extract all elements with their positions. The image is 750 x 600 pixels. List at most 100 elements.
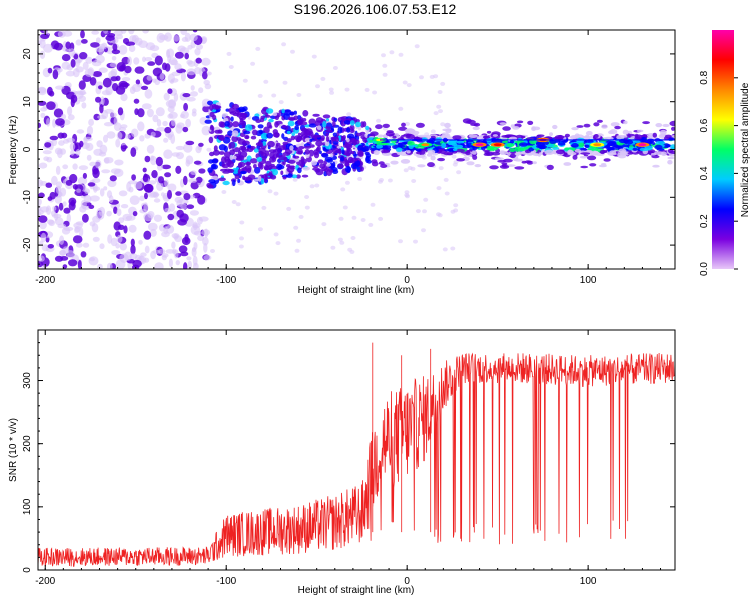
heatmap-cell [76,188,82,193]
heatmap-cell [146,75,153,81]
heatmap-cell [147,211,155,219]
heatmap-cell [414,137,421,140]
heatmap-cell [95,159,102,169]
heatmap-cell [229,141,236,149]
heatmap-cell [669,120,675,127]
heatmap-cell [506,143,515,148]
heatmap-cell [108,195,114,204]
heatmap-cell [195,57,202,64]
heatmap-cell [340,187,346,192]
heatmap-cell [67,106,73,116]
heatmap-cell [214,105,222,109]
heatmap-cell [101,169,111,174]
heatmap-cell [337,163,344,169]
heatmap-cell [280,170,284,176]
snr-ticks: -200 -100 0 100 0 100 200 300 [22,330,675,587]
heatmap-cell [242,140,247,147]
heatmap-cell [228,65,234,69]
heatmap-cell [58,202,64,211]
heatmap-cell [667,156,675,160]
heatmap-cell [257,124,264,129]
heatmap-cell [499,122,507,125]
heatmap-cell [86,154,92,161]
heatmap-cell [141,103,152,110]
heatmap-cell [118,224,125,230]
heatmap-cell [368,222,374,227]
heatmap-cell [508,136,518,140]
heatmap-cell [359,166,364,172]
y-tick-label: 300 [22,372,33,389]
heatmap-cell [189,33,198,42]
heatmap-cell [576,125,584,128]
heatmap-cell [118,127,127,132]
heatmap-cell [198,168,206,174]
spectrogram-xlabel: Height of straight line (km) [298,285,415,296]
heatmap-cell [337,126,343,134]
heatmap-cell [420,149,426,155]
heatmap-cell [218,134,225,141]
heatmap-cell [197,195,206,205]
y-tick-label: 0 [22,567,33,573]
heatmap-cell [180,30,188,36]
heatmap-cell [301,174,309,178]
heatmap-cell [536,134,545,138]
heatmap-cell [267,189,273,194]
heatmap-cell [147,61,156,66]
heatmap-cell [40,232,47,243]
heatmap-cell [190,181,199,190]
heatmap-cell [293,110,297,115]
heatmap-cell [176,152,184,160]
heatmap-cell [398,52,404,57]
heatmap-cell [144,155,151,163]
heatmap-cell [118,217,125,224]
heatmap-cell [238,244,244,249]
heatmap-cell [183,175,188,186]
heatmap-cell [85,56,93,64]
heatmap-cell [406,83,412,88]
heatmap-cell [528,152,534,156]
heatmap-cell [295,138,300,143]
heatmap-cell [208,179,216,184]
heatmap-cell [181,236,191,246]
heatmap-cell [144,192,148,200]
heatmap-cell [494,157,504,161]
heatmap-cell [501,140,509,144]
heatmap-cell [437,157,445,162]
heatmap-cell [266,132,273,139]
heatmap-cell [78,80,86,90]
heatmap-cell [639,147,649,152]
heatmap-cell [185,155,194,165]
heatmap-cell [268,118,274,123]
heatmap-cell [223,145,228,153]
heatmap-cell [210,163,217,170]
heatmap-cell [90,42,100,48]
heatmap-cell [398,239,403,244]
heatmap-cell [226,51,232,56]
heatmap-cell [186,59,193,65]
heatmap-cell [87,67,95,76]
heatmap-cell [164,32,172,42]
heatmap-cell [150,131,156,138]
heatmap-cell [328,169,333,173]
heatmap-cell [53,42,64,51]
heatmap-hotspot-core [376,138,384,142]
heatmap-cell [192,255,198,266]
heatmap-cell [40,112,46,118]
heatmap-cell [75,221,84,226]
heatmap-cell [489,165,499,170]
heatmap-cell [168,258,173,268]
heatmap-cell [188,178,198,183]
heatmap-cell [61,54,71,62]
heatmap-cell [123,225,128,234]
heatmap-cell [632,147,638,151]
heatmap-cell [549,132,553,137]
heatmap-cell [281,161,285,165]
heatmap-cell [133,57,140,65]
heatmap-cell [669,150,675,154]
heatmap-cell [103,122,114,127]
heatmap-cell [218,151,225,155]
heatmap-cell [571,143,579,148]
heatmap-cell [297,132,301,136]
heatmap-cell [138,239,143,245]
heatmap-cell [313,151,320,159]
